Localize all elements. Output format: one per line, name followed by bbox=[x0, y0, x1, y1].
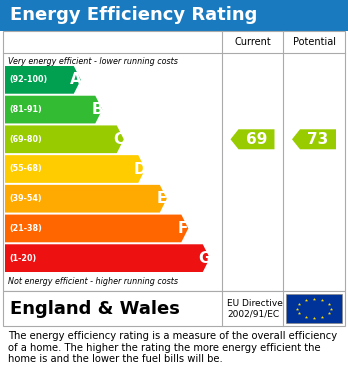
Bar bbox=[3, 291, 345, 326]
Text: EU Directive
2002/91/EC: EU Directive 2002/91/EC bbox=[227, 299, 283, 318]
Polygon shape bbox=[5, 215, 188, 242]
Text: (69-80): (69-80) bbox=[9, 135, 42, 144]
Text: 73: 73 bbox=[307, 132, 329, 147]
Polygon shape bbox=[5, 155, 145, 183]
Text: (1-20): (1-20) bbox=[9, 254, 36, 263]
Text: England & Wales: England & Wales bbox=[10, 300, 180, 317]
Polygon shape bbox=[230, 129, 275, 149]
Text: A: A bbox=[70, 72, 82, 87]
Text: C: C bbox=[113, 132, 124, 147]
Text: B: B bbox=[92, 102, 103, 117]
Text: F: F bbox=[178, 221, 189, 236]
Polygon shape bbox=[5, 244, 210, 272]
Text: (55-68): (55-68) bbox=[9, 165, 42, 174]
Polygon shape bbox=[5, 96, 102, 124]
Text: The energy efficiency rating is a measure of the overall efficiency of a home. T: The energy efficiency rating is a measur… bbox=[8, 331, 337, 364]
Bar bbox=[286, 294, 342, 323]
Text: Not energy efficient - higher running costs: Not energy efficient - higher running co… bbox=[8, 278, 178, 287]
Bar bbox=[0, 0, 348, 31]
Text: (92-100): (92-100) bbox=[9, 75, 47, 84]
Polygon shape bbox=[5, 126, 124, 153]
Text: (21-38): (21-38) bbox=[9, 224, 42, 233]
Text: 69: 69 bbox=[246, 132, 267, 147]
Text: E: E bbox=[157, 191, 167, 206]
Text: G: G bbox=[199, 251, 211, 265]
Text: (39-54): (39-54) bbox=[9, 194, 42, 203]
Text: Very energy efficient - lower running costs: Very energy efficient - lower running co… bbox=[8, 57, 178, 66]
Text: (81-91): (81-91) bbox=[9, 105, 42, 114]
Text: D: D bbox=[134, 161, 147, 176]
Bar bbox=[3, 31, 345, 291]
Polygon shape bbox=[5, 185, 167, 213]
Polygon shape bbox=[292, 129, 336, 149]
Text: Current: Current bbox=[234, 37, 271, 47]
Text: Energy Efficiency Rating: Energy Efficiency Rating bbox=[10, 7, 258, 25]
Polygon shape bbox=[5, 66, 81, 94]
Text: Potential: Potential bbox=[293, 37, 335, 47]
